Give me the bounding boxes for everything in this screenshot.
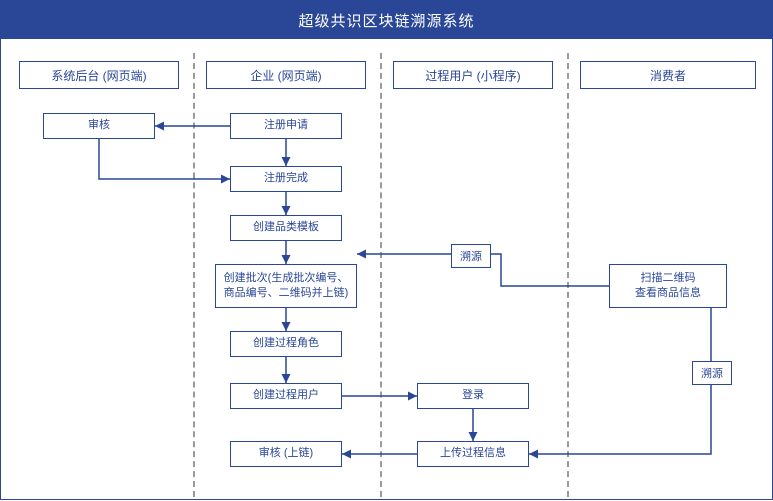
lane-header-backend: 系统后台 (网页端) — [19, 61, 179, 89]
edge-label-trace-1: 溯源 — [451, 244, 491, 268]
node-create-template: 创建品类模板 — [230, 215, 342, 241]
edge-label-trace-2: 溯源 — [692, 361, 732, 385]
node-scan: 扫描二维码 查看商品信息 — [609, 264, 727, 308]
node-create-role: 创建过程角色 — [230, 331, 342, 357]
lane-header-consumer: 消费者 — [580, 61, 756, 89]
node-create-user: 创建过程用户 — [230, 383, 342, 409]
lane-header-company: 企业 (网页端) — [206, 61, 366, 89]
node-create-batch: 创建批次(生成批次编号、商品编号、二维码并上链) — [215, 264, 357, 308]
diagram-title: 超级共识区块链溯源系统 — [1, 1, 772, 39]
lane-divider — [193, 53, 195, 497]
node-upload: 上传过程信息 — [417, 441, 529, 467]
node-audit-chain: 审核 (上链) — [230, 441, 342, 467]
node-reg-apply: 注册申请 — [230, 113, 342, 139]
node-reg-done: 注册完成 — [230, 166, 342, 192]
lane-divider — [567, 53, 569, 497]
lane-divider — [380, 53, 382, 497]
lane-header-process: 过程用户 (小程序) — [393, 61, 553, 89]
node-audit: 审核 — [43, 113, 155, 139]
diagram-canvas: 超级共识区块链溯源系统 系统后台 (网页端) 企业 (网页端) 过程用户 (小程… — [0, 0, 773, 500]
node-login: 登录 — [417, 383, 529, 409]
